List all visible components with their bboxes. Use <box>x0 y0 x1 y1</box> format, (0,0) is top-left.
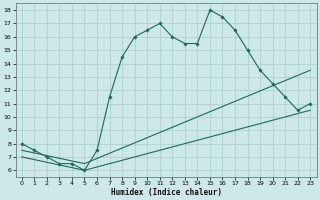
X-axis label: Humidex (Indice chaleur): Humidex (Indice chaleur) <box>110 188 221 197</box>
